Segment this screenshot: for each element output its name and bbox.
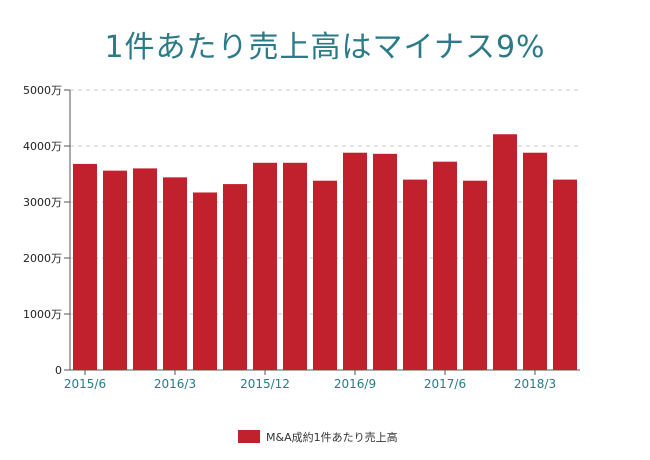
x-tick-label: 2018/3	[514, 377, 556, 391]
bar	[163, 177, 187, 370]
bar	[283, 162, 307, 370]
bar	[553, 179, 577, 370]
chart-title: 1件あたり売上高はマイナス9%	[104, 30, 546, 65]
bar	[73, 163, 97, 370]
y-tick-label: 3000万	[23, 196, 62, 209]
bar	[313, 180, 337, 370]
bar	[223, 184, 247, 370]
x-tick-label: 2017/6	[424, 377, 466, 391]
bar	[343, 152, 367, 370]
legend-swatch	[238, 430, 260, 443]
x-tick-label: 2015/6	[64, 377, 106, 391]
bar	[493, 134, 517, 370]
y-tick-label: 1000万	[23, 308, 62, 321]
bar	[433, 161, 457, 370]
x-tick-label: 2015/12	[240, 377, 290, 391]
x-tick-label: 2016/9	[334, 377, 376, 391]
x-tick-label: 2016/3	[154, 377, 196, 391]
y-tick-label: 4000万	[23, 140, 62, 153]
y-tick-label: 5000万	[23, 84, 62, 97]
bar	[133, 168, 157, 370]
bar	[193, 192, 217, 370]
bar	[373, 153, 397, 370]
y-tick-label: 0	[55, 364, 62, 377]
bar	[253, 162, 277, 370]
bar	[103, 170, 127, 370]
bar	[463, 180, 487, 370]
legend-label: M&A成約1件あたり売上高	[266, 430, 398, 444]
y-tick-label: 2000万	[23, 252, 62, 265]
bar	[523, 152, 547, 370]
bar	[403, 179, 427, 370]
